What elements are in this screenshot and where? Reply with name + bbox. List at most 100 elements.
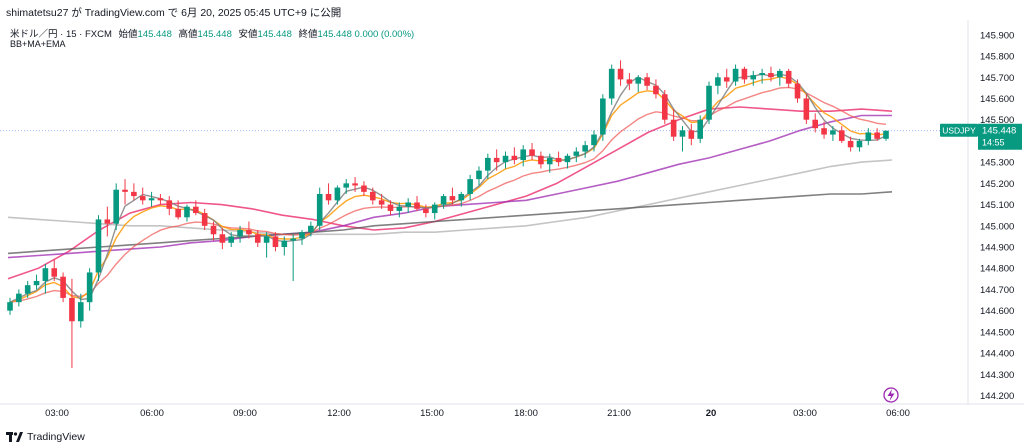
x-tick-label: 03:00 xyxy=(793,408,817,419)
candle-body xyxy=(467,179,473,194)
candle-body xyxy=(838,130,845,141)
y-tick-label: 145.500 xyxy=(980,115,1014,126)
x-tick-label: 21:00 xyxy=(607,408,631,419)
lightning-icon[interactable] xyxy=(883,387,899,403)
candle-body xyxy=(644,77,650,86)
candle-body xyxy=(378,200,385,205)
candle-body xyxy=(113,189,119,224)
close-label: 終値 xyxy=(298,29,318,40)
ma-short-line xyxy=(9,73,887,303)
price-tag-value: 145.448 xyxy=(982,126,1016,137)
candle-body xyxy=(785,70,792,84)
candle-body xyxy=(387,204,394,211)
candle-body xyxy=(316,193,323,226)
candle-body xyxy=(688,130,695,139)
tradingview-footer: TradingView xyxy=(6,431,85,443)
candle-body xyxy=(582,145,588,152)
candle-body xyxy=(157,198,164,201)
candle-body xyxy=(7,302,13,311)
x-tick-label: 06:00 xyxy=(140,408,164,419)
candle-body xyxy=(865,132,872,141)
candle-body xyxy=(86,272,93,303)
indicator-line xyxy=(7,114,892,259)
candle-body xyxy=(476,170,482,180)
candle-body xyxy=(847,140,854,148)
candle-body xyxy=(661,94,668,120)
candle-body xyxy=(511,155,518,161)
candle-body xyxy=(635,77,642,84)
candle-body xyxy=(573,151,580,156)
candle-body xyxy=(883,130,889,139)
tradingview-logo-icon xyxy=(6,432,23,442)
candle-body xyxy=(95,219,102,273)
symbol-label[interactable]: 米ドル／円 · 15 · FXCM xyxy=(10,29,112,40)
low-label: 安値 xyxy=(238,29,258,40)
open-value: 145.448 xyxy=(137,29,172,40)
candle-body xyxy=(431,204,438,214)
y-tick-label: 145.100 xyxy=(980,200,1014,211)
candle-body xyxy=(856,140,863,148)
candle-body xyxy=(228,236,235,243)
candle-body xyxy=(254,234,261,243)
candle-body xyxy=(24,285,31,294)
change-value: 0.000 (0.00%) xyxy=(354,29,415,40)
ema-line xyxy=(9,76,887,303)
close-value: 145.448 xyxy=(317,29,352,40)
candle-body xyxy=(396,206,403,211)
candle-body xyxy=(210,225,217,235)
y-tick-label: 144.300 xyxy=(980,370,1014,381)
candle-body xyxy=(325,193,332,201)
x-tick-label: 18:00 xyxy=(514,408,538,419)
publish-info: shimatetsu27 が TradingView.com で 6月 20, … xyxy=(6,7,342,19)
y-tick-label: 145.800 xyxy=(980,52,1014,63)
candle-body xyxy=(219,234,226,243)
candle-body xyxy=(617,68,624,80)
candle-body xyxy=(732,68,739,82)
candle-body xyxy=(51,268,58,277)
candle-body xyxy=(768,73,774,78)
candle-body xyxy=(750,75,757,80)
candle-body xyxy=(803,98,810,120)
y-tick-label: 144.400 xyxy=(980,349,1014,360)
candle-body xyxy=(697,119,703,139)
x-tick-label: 06:00 xyxy=(886,408,910,419)
candle-body xyxy=(148,198,155,201)
candle-body xyxy=(193,206,199,214)
candle-body xyxy=(538,155,544,165)
tradingview-brand: TradingView xyxy=(27,431,85,443)
y-tick-label: 144.500 xyxy=(980,327,1014,338)
candle-body xyxy=(69,297,75,322)
y-tick-label: 145.700 xyxy=(980,73,1014,84)
candle-body xyxy=(794,83,801,99)
candle-body xyxy=(343,183,350,188)
y-tick-label: 145.900 xyxy=(980,30,1014,41)
x-tick-label: 20 xyxy=(706,408,717,419)
candle-body xyxy=(874,132,880,139)
candle-body xyxy=(33,280,40,286)
candle-body xyxy=(626,79,633,84)
candle-body xyxy=(290,238,296,241)
candle-body xyxy=(263,236,270,243)
price-chart[interactable]: 145.900145.800145.700145.600145.500145.4… xyxy=(0,20,1024,428)
y-tick-label: 144.800 xyxy=(980,264,1014,275)
indicator-line xyxy=(7,159,893,236)
high-label: 高値 xyxy=(178,29,198,40)
candle-body xyxy=(237,230,243,237)
candle-body xyxy=(600,98,606,135)
x-tick-label: 03:00 xyxy=(45,408,69,419)
candle-body xyxy=(405,202,411,207)
candle-body xyxy=(493,157,500,163)
candle-body xyxy=(591,134,597,146)
indicator-line xyxy=(7,191,893,255)
candle-body xyxy=(246,230,252,235)
candle-body xyxy=(653,85,659,95)
candle-body xyxy=(830,130,836,135)
indicator-label[interactable]: BB+MA+EMA xyxy=(10,39,66,49)
candle-body xyxy=(42,268,49,281)
candle-body xyxy=(440,196,447,205)
open-label: 始値 xyxy=(118,29,138,40)
candle-body xyxy=(546,157,553,165)
ema-mid-line xyxy=(9,86,887,303)
candle-body xyxy=(184,206,190,218)
